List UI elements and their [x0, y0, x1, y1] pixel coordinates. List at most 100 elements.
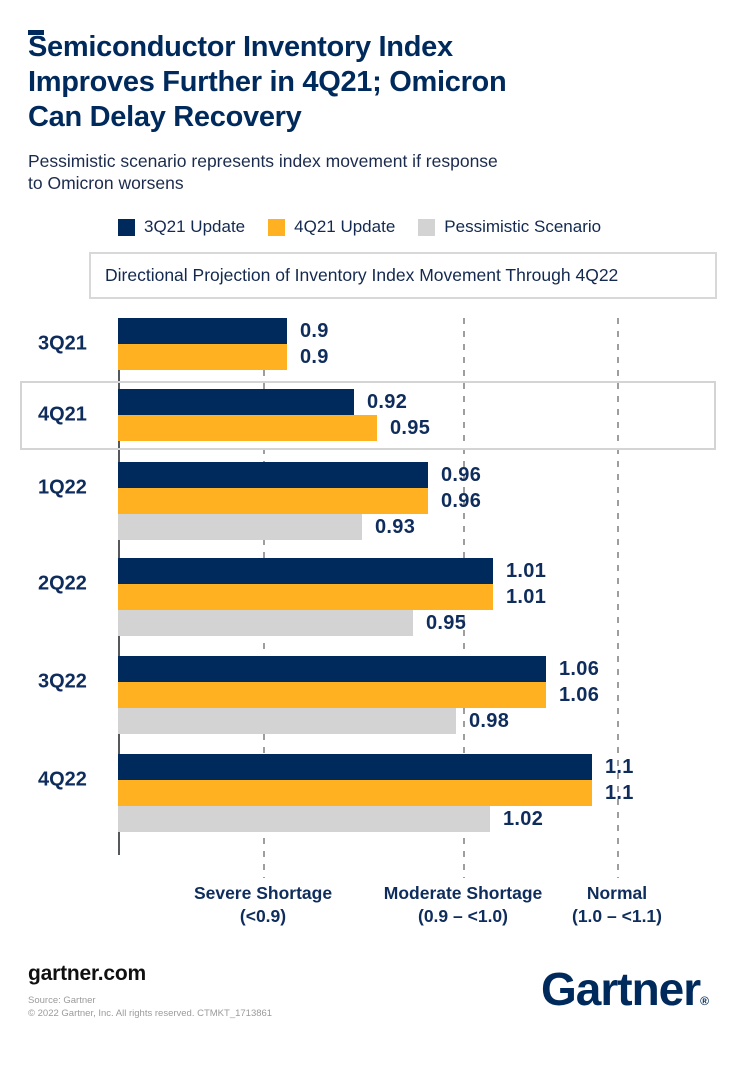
value-label: 0.9: [300, 345, 329, 368]
legend-label: Pessimistic Scenario: [444, 217, 602, 236]
bar-1q22-pessimistic-scenario: [118, 514, 362, 540]
value-label: 0.92: [367, 390, 408, 413]
value-label: 0.9: [300, 319, 329, 342]
source-line: Source: Gartner: [28, 995, 96, 1006]
bar-3q22-pessimistic-scenario: [118, 708, 456, 734]
bar-1q22-4q21-update: [118, 488, 428, 514]
chart-group-1q22: 1Q22 0.96 0.96 0.93: [0, 462, 738, 540]
bar-row: 0.96: [0, 488, 738, 514]
page-subtitle-line: Pessimistic scenario represents index mo…: [28, 151, 498, 171]
page-subtitle-line: to Omicron worsens: [28, 173, 184, 193]
value-label: 0.95: [390, 416, 431, 439]
value-label: 0.95: [426, 611, 467, 634]
value-label: 0.96: [441, 489, 482, 512]
legend-swatch: [118, 218, 135, 236]
chart-group-2q22: 2Q22 1.01 1.01 0.95: [0, 558, 738, 636]
zone-range: (0.9 – <1.0): [418, 906, 508, 926]
bar-4q21-4q21-update: [118, 415, 377, 441]
footer: gartner.com Source: Gartner © 2022 Gartn…: [0, 962, 738, 1052]
bar-4q22-4q21-update: [118, 780, 592, 806]
legend-label: 4Q21 Update: [294, 217, 396, 236]
zone-range: (<0.9): [239, 906, 287, 926]
bar-row: 0.95: [0, 610, 738, 636]
bar-row: 0.92: [0, 389, 738, 415]
legend-item-pessimistic-scenario: Pessimistic Scenario: [418, 217, 601, 237]
bar-4q22-3q21-update: [118, 754, 592, 780]
bar-3q21-4q21-update: [118, 344, 287, 370]
page-title-line: Semiconductor Inventory Index: [28, 31, 453, 63]
top-accent-bar: [28, 30, 44, 35]
value-label: 0.93: [375, 515, 416, 538]
bar-row: 1.1: [0, 754, 738, 780]
bar-2q22-3q21-update: [118, 558, 493, 584]
zone-label-normal: Normal (1.0 – <1.1): [572, 882, 662, 928]
legend-item-3q21-update: 3Q21 Update: [118, 217, 245, 237]
source-note: Source: Gartner © 2022 Gartner, Inc. All…: [28, 995, 710, 1020]
chart-groups: 3Q21 0.9 0.9 4Q21 0.92 0.95 1Q22 0.96 0.96 0.93 2Q…: [0, 318, 738, 832]
legend-item-4q21-update: 4Q21 Update: [268, 217, 395, 237]
legend-swatch: [418, 218, 436, 236]
gartner-logo-text: Gartner: [540, 963, 701, 1015]
x-axis-zone-labels: Severe Shortage (<0.9) Moderate Shortage (0…: [0, 882, 738, 942]
bar-3q22-4q21-update: [118, 682, 546, 708]
page-title: Semiconductor Inventory Index Improves F…: [28, 30, 710, 135]
category-label: 2Q22: [38, 572, 87, 595]
bar-2q22-pessimistic-scenario: [118, 610, 413, 636]
value-label: 0.96: [441, 463, 482, 486]
bar-row: 1.02: [0, 806, 738, 832]
category-label: 4Q21: [38, 403, 87, 426]
bar-row: 0.9: [0, 344, 738, 370]
bar-row: 1.06: [0, 682, 738, 708]
category-label: 1Q22: [38, 476, 87, 499]
value-label: 1.1: [605, 781, 634, 804]
chart-group-4q22: 4Q22 1.1 1.1 1.02: [0, 754, 738, 832]
bar-4q21-3q21-update: [118, 389, 354, 415]
zone-title: Normal: [586, 883, 648, 903]
copyright-line: © 2022 Gartner, Inc. All rights reserved…: [28, 1007, 273, 1019]
zone-range: (1.0 – <1.1): [572, 906, 662, 926]
bar-row: 1.06: [0, 656, 738, 682]
chart-callout-box: Directional Projection of Inventory Inde…: [89, 252, 717, 299]
zone-label-severe-shortage: Severe Shortage (<0.9): [194, 882, 332, 928]
value-label: 1.1: [605, 755, 634, 778]
category-label: 4Q22: [38, 768, 87, 791]
chart-group-3q21: 3Q21 0.9 0.9: [0, 318, 738, 370]
bar-4q22-pessimistic-scenario: [118, 806, 490, 832]
bar-row: 0.95: [0, 415, 738, 441]
zone-label-moderate-shortage: Moderate Shortage (0.9 – <1.0): [384, 882, 543, 928]
bar-row: 0.93: [0, 514, 738, 540]
page-title-line: Improves Further in 4Q21; Omicron: [28, 66, 507, 98]
bar-3q22-3q21-update: [118, 656, 546, 682]
gartner-logo: Gartner®: [540, 963, 709, 1024]
bar-row: 0.96: [0, 462, 738, 488]
zone-title: Severe Shortage: [193, 883, 333, 903]
gridline: [617, 318, 619, 878]
bar-chart: 3Q21 0.9 0.9 4Q21 0.92 0.95 1Q22 0.96 0.96 0.93 2Q…: [0, 318, 738, 878]
bar-row: 1.01: [0, 558, 738, 584]
bar-row: 1.01: [0, 584, 738, 610]
chart-legend: 3Q21 Update 4Q21 Update Pessimistic Scen…: [118, 217, 710, 237]
page-subtitle: Pessimistic scenario represents index mo…: [28, 150, 710, 194]
bar-3q21-3q21-update: [118, 318, 287, 344]
registered-mark-icon: ®: [700, 994, 709, 1008]
value-label: 0.98: [469, 709, 510, 732]
zone-title: Moderate Shortage: [383, 883, 543, 903]
category-label: 3Q21: [38, 332, 87, 355]
value-label: 1.06: [559, 657, 600, 680]
legend-label: 3Q21 Update: [144, 217, 246, 236]
bar-1q22-3q21-update: [118, 462, 428, 488]
legend-swatch: [268, 218, 286, 236]
value-label: 1.02: [503, 807, 544, 830]
value-label: 1.01: [506, 585, 547, 608]
chart-group-3q22: 3Q22 1.06 1.06 0.98: [0, 656, 738, 734]
value-label: 1.01: [506, 559, 547, 582]
bar-row: 0.9: [0, 318, 738, 344]
page-title-line: Can Delay Recovery: [28, 101, 302, 133]
chart-callout-text: Directional Projection of Inventory Inde…: [105, 265, 619, 285]
value-label: 1.06: [559, 683, 600, 706]
chart-group-4q21: 4Q21 0.92 0.95: [0, 381, 738, 450]
bar-row: 0.98: [0, 708, 738, 734]
gartner-com-link[interactable]: gartner.com: [28, 962, 147, 985]
bar-2q22-4q21-update: [118, 584, 493, 610]
category-label: 3Q22: [38, 670, 87, 693]
